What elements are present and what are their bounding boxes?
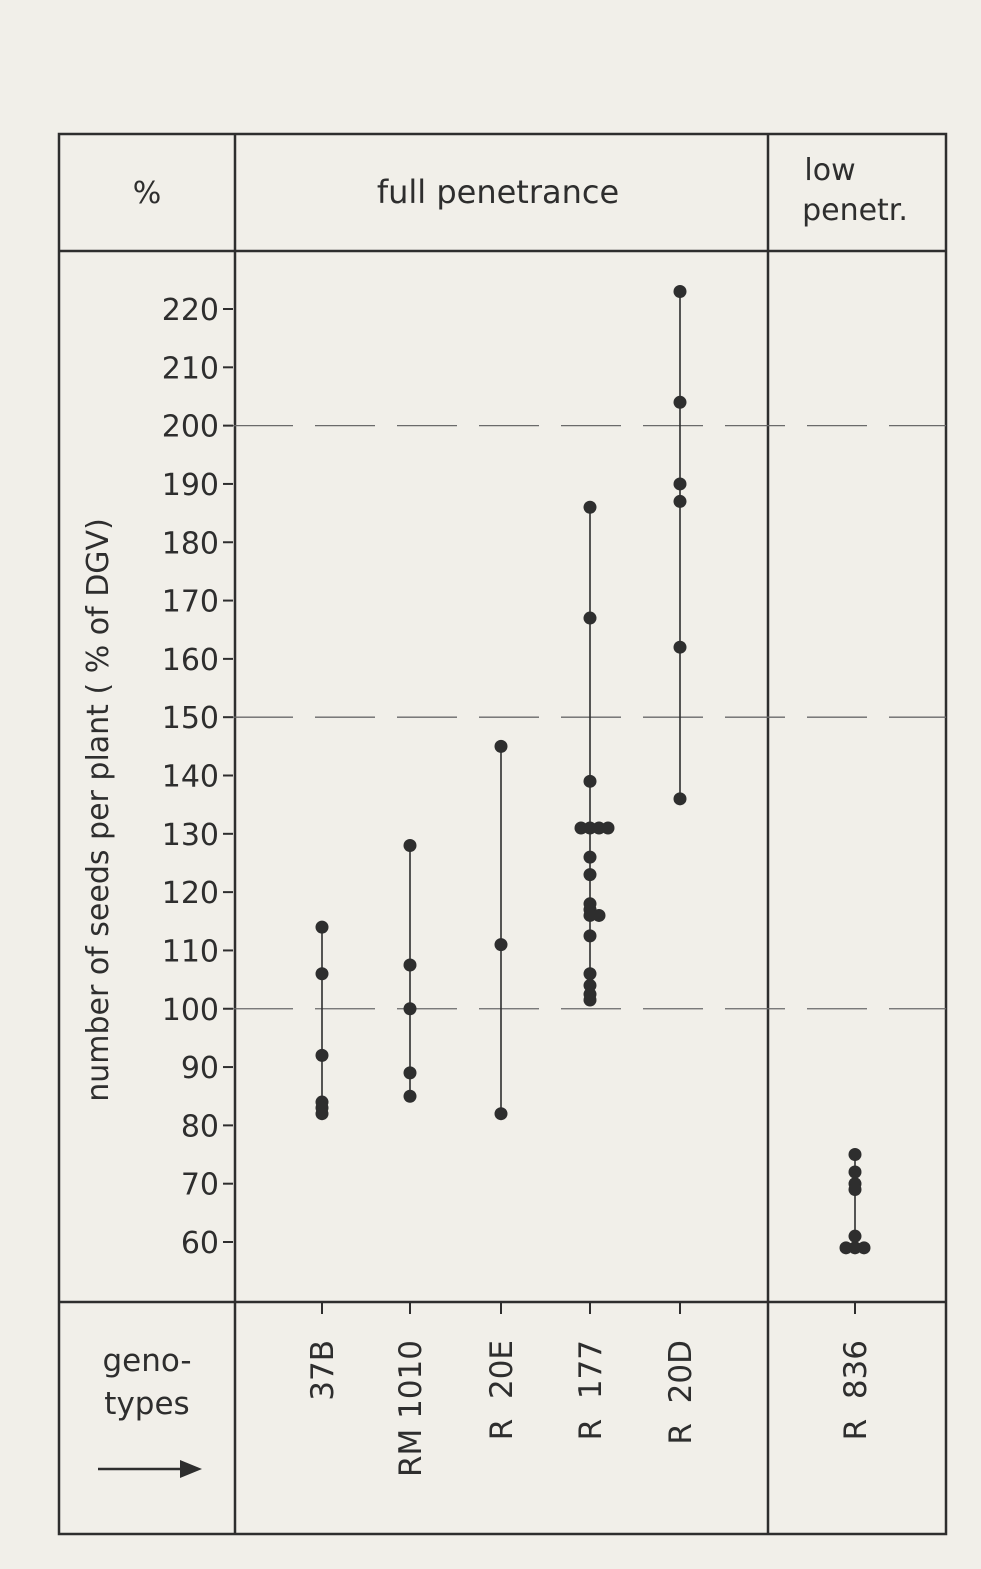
genotypes-label-line2: types (104, 1386, 189, 1422)
data-point (673, 792, 687, 806)
data-point (583, 993, 597, 1007)
data-point (583, 929, 597, 943)
y-tick-label-220: 220 (162, 293, 219, 328)
data-point (583, 500, 597, 514)
data-point (574, 821, 588, 835)
genotype-label: R 177 (573, 1340, 609, 1440)
y-tick-label-90: 90 (181, 1051, 219, 1086)
data-point (583, 850, 597, 864)
y-tick-label-110: 110 (162, 934, 219, 969)
genotype-label: RM 1010 (393, 1340, 429, 1477)
y-tick-label-70: 70 (181, 1168, 219, 1203)
data-point (315, 1048, 329, 1062)
data-point (673, 395, 687, 409)
data-point (848, 1148, 862, 1162)
data-point (673, 477, 687, 491)
y-axis: 60 70 80 90 100 110 120 130 140 150 160 170 180 190 20… (162, 293, 233, 1261)
data-series (315, 285, 871, 1314)
data-point (583, 821, 597, 835)
genotype-label: 37B (305, 1340, 341, 1401)
series-1 (315, 920, 329, 1314)
data-point (839, 1241, 853, 1255)
data-point (673, 285, 687, 299)
y-tick-label-210: 210 (162, 351, 219, 386)
y-axis-label: number of seeds per plant ( % of DGV) (81, 518, 116, 1102)
series-4 (574, 500, 615, 1314)
data-point (601, 821, 615, 835)
series-3 (494, 739, 508, 1314)
y-tick-label-200: 200 (162, 410, 219, 445)
data-point (494, 739, 508, 753)
y-tick-label-130: 130 (162, 818, 219, 853)
y-tick-label-140: 140 (162, 760, 219, 795)
low-penetrance-header-line1: low (804, 153, 855, 188)
y-tick-label-60: 60 (181, 1226, 219, 1261)
genotype-label: R 20E (484, 1340, 520, 1440)
data-point (494, 1107, 508, 1121)
data-point (592, 908, 606, 922)
y-tick-label-190: 190 (162, 468, 219, 503)
data-point (315, 920, 329, 934)
data-point (403, 1002, 417, 1016)
data-point (848, 1165, 862, 1179)
data-point (848, 1229, 862, 1243)
series-6 (839, 1148, 871, 1314)
percent-header: % (133, 176, 162, 211)
data-point (848, 1183, 862, 1197)
data-point (315, 1107, 329, 1121)
data-point (583, 774, 597, 788)
y-tick-label-180: 180 (162, 526, 219, 561)
data-point (583, 868, 597, 882)
genotypes-label-line1: geno- (102, 1343, 191, 1379)
table-frame (57, 132, 948, 1536)
y-tick-label-150: 150 (162, 701, 219, 736)
data-point (848, 1241, 862, 1255)
data-point (583, 611, 597, 625)
genotype-labels: 37B RM 1010 R 20E R 177 R 20D R 836 (305, 1340, 874, 1477)
data-point (403, 958, 417, 972)
data-point (315, 967, 329, 981)
right-arrow-icon (98, 1460, 202, 1478)
data-point (673, 640, 687, 654)
genotype-label: R 20D (663, 1340, 699, 1445)
data-point (583, 967, 597, 981)
y-tick-label-100: 100 (162, 993, 219, 1028)
series-2 (403, 838, 417, 1314)
genotype-label: R 836 (838, 1340, 874, 1440)
low-penetrance-header-line2: penetr. (802, 193, 908, 228)
data-point (403, 1089, 417, 1103)
y-tick-label-120: 120 (162, 876, 219, 911)
data-point (583, 908, 597, 922)
data-point (494, 938, 508, 952)
y-tick-label-80: 80 (181, 1109, 219, 1144)
data-point (592, 821, 606, 835)
full-penetrance-header: full penetrance (377, 173, 619, 211)
data-point (403, 838, 417, 852)
series-5 (673, 285, 687, 1314)
data-point (403, 1066, 417, 1080)
data-point (857, 1241, 871, 1255)
y-tick-label-170: 170 (162, 585, 219, 620)
y-tick-label-160: 160 (162, 643, 219, 678)
data-point (673, 494, 687, 508)
